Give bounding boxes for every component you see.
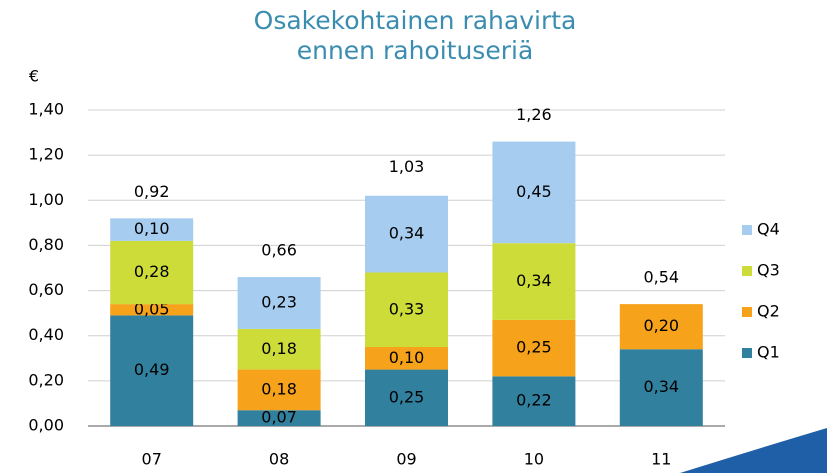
legend-swatch xyxy=(742,348,752,358)
legend-label: Q2 xyxy=(757,302,780,321)
data-label: 0,23 xyxy=(261,292,297,311)
data-label: 0,49 xyxy=(134,360,170,379)
total-label: 0,92 xyxy=(134,182,170,201)
bar-segment xyxy=(619,349,703,426)
decor-swoosh xyxy=(680,428,827,473)
x-tick-label: 08 xyxy=(269,450,289,469)
bar-segment xyxy=(237,369,321,411)
data-label: 0,34 xyxy=(516,271,552,290)
bar-segment xyxy=(365,347,448,370)
bar-segment xyxy=(110,240,194,305)
bar-segment xyxy=(110,218,194,241)
bar-segment xyxy=(492,141,576,244)
y-tick-label: 0,60 xyxy=(28,280,64,299)
total-label: 1,03 xyxy=(389,157,425,176)
y-tick-label: 1,00 xyxy=(28,190,64,209)
data-label: 0,10 xyxy=(389,348,425,367)
bar-segment xyxy=(237,410,321,426)
data-label: 0,34 xyxy=(389,224,425,243)
bar-segment xyxy=(492,376,576,426)
data-label: 0,25 xyxy=(389,387,425,406)
data-label: 0,22 xyxy=(516,391,552,410)
x-tick-label: 11 xyxy=(651,450,671,469)
y-tick-label: 0,20 xyxy=(28,370,64,389)
bar-segment xyxy=(365,369,448,426)
legend-swatch xyxy=(742,307,752,317)
bar-segment xyxy=(237,277,321,329)
data-label: 0,28 xyxy=(134,262,170,281)
y-axis-label: € xyxy=(29,67,39,86)
bar-segment xyxy=(492,243,576,320)
y-tick-label: 1,40 xyxy=(28,100,64,119)
x-tick-label: 07 xyxy=(142,450,162,469)
data-label: 0,18 xyxy=(261,339,297,358)
total-label: 0,54 xyxy=(643,268,679,287)
data-label: 0,07 xyxy=(261,408,297,427)
data-label: 0,33 xyxy=(389,299,425,318)
bar-segment xyxy=(492,319,576,377)
x-tick-label: 09 xyxy=(396,450,416,469)
x-tick-label: 10 xyxy=(524,450,544,469)
data-label: 0,34 xyxy=(643,377,679,396)
bar-segment xyxy=(110,315,194,426)
bar-segment xyxy=(237,328,321,370)
legend-label: Q3 xyxy=(757,261,780,280)
y-tick-label: 0,00 xyxy=(28,416,64,435)
legend-label: Q4 xyxy=(757,220,780,239)
data-label: 0,18 xyxy=(261,379,297,398)
chart-title: Osakekohtainen rahavirta ennen rahoituse… xyxy=(253,6,577,65)
legend-swatch xyxy=(742,266,752,276)
data-label: 0,25 xyxy=(516,338,552,357)
bar-segment xyxy=(365,272,448,347)
y-tick-label: 0,80 xyxy=(28,235,64,254)
legend-label: Q1 xyxy=(757,343,780,362)
bar-segment xyxy=(619,304,703,350)
total-label: 1,26 xyxy=(516,105,552,124)
total-label: 0,66 xyxy=(261,241,297,260)
data-label: 0,20 xyxy=(643,316,679,335)
data-label: 0,10 xyxy=(134,219,170,238)
data-label: 0,45 xyxy=(516,182,552,201)
y-tick-label: 0,40 xyxy=(28,325,64,344)
bar-segment xyxy=(365,195,448,273)
bar-segment xyxy=(110,304,194,316)
legend-swatch xyxy=(742,225,752,235)
y-tick-label: 1,20 xyxy=(28,145,64,164)
